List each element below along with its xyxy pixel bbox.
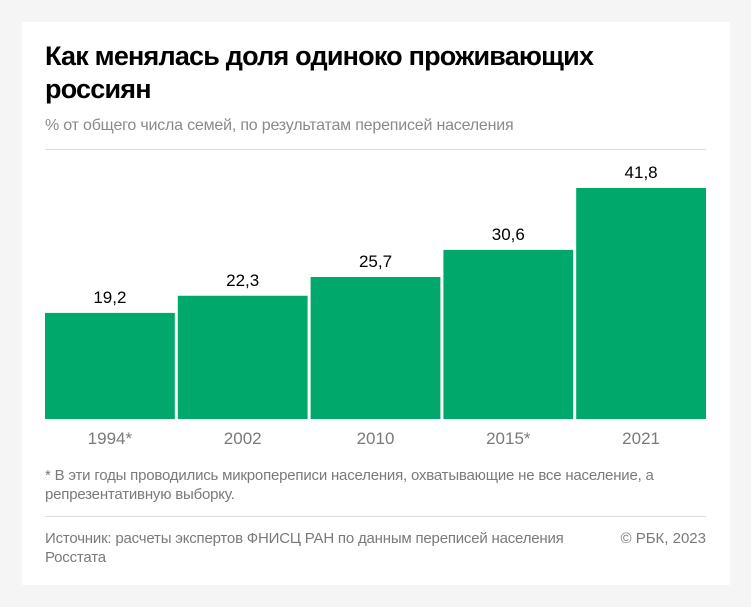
data-label: 30,6 (492, 225, 525, 244)
copyright: © РБК, 2023 (620, 530, 706, 547)
data-label: 41,8 (625, 163, 658, 182)
chart-subtitle: % от общего числа семей, по результатам … (45, 117, 514, 134)
data-label: 25,7 (359, 252, 392, 271)
bar (310, 276, 441, 419)
footnote: * В эти годы проводились микропереписи н… (45, 467, 654, 503)
data-label: 19,2 (93, 288, 126, 307)
chart-title: Как менялась доля одиноко проживающих ро… (45, 41, 594, 104)
x-tick-label: 2010 (357, 429, 395, 448)
top-divider (45, 149, 706, 150)
bar (45, 312, 175, 419)
x-tick-label: 2002 (224, 429, 262, 448)
data-label: 22,3 (226, 271, 259, 290)
bottom-divider (45, 516, 706, 517)
x-tick-label: 2021 (622, 429, 660, 448)
x-tick-label: 1994* (88, 429, 133, 448)
bar (177, 295, 308, 419)
bar (443, 249, 574, 419)
bar (576, 188, 706, 419)
source-note: Источник: расчеты экспертов ФНИСЦ РАН по… (45, 530, 564, 566)
x-tick-label: 2015* (486, 429, 531, 448)
